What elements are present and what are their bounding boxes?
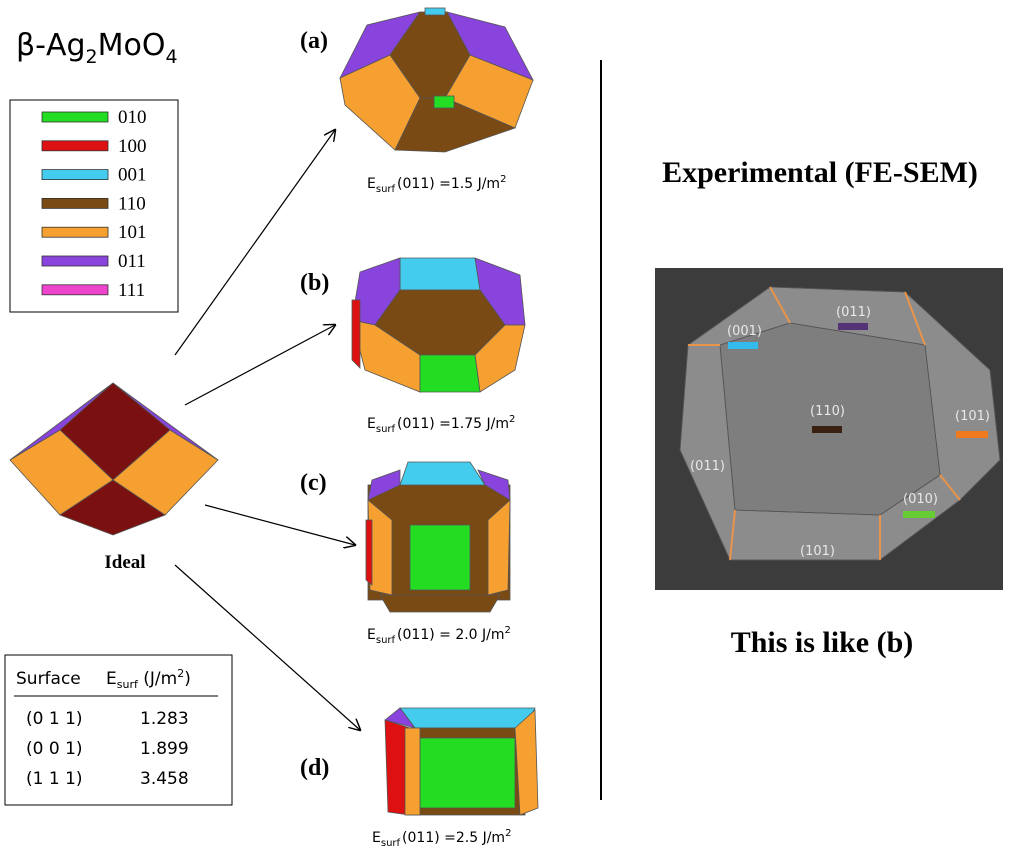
title: β-Ag2MoO4 — [16, 28, 178, 68]
sem-label: (101) — [955, 409, 990, 424]
legend: 010 100 001 110 101 011 111 — [41, 107, 147, 301]
legend-swatch — [41, 255, 109, 267]
caption-e: E — [367, 176, 376, 192]
shape-tag: (a) — [300, 28, 328, 54]
legend-swatch — [41, 197, 109, 209]
shape-tag: (d) — [300, 755, 329, 781]
shape-caption: Esurf (011) =1.5 J/m2 — [367, 174, 506, 195]
legend-label: 011 — [118, 251, 146, 272]
caption-sub: surf — [376, 635, 396, 646]
ideal-crystal — [9, 382, 219, 536]
table-cell-energy: 1.283 — [140, 709, 189, 729]
caption-e: E — [372, 830, 381, 846]
shape-caption: Esurf (011) = 2.0 J/m2 — [367, 625, 511, 646]
sem-image — [655, 268, 1003, 590]
table-header-surface: Surface — [16, 669, 81, 689]
caption-sup: 2 — [505, 625, 511, 636]
caption-sup: 2 — [500, 174, 506, 185]
shape-tag: (b) — [300, 270, 329, 296]
shape-caption: Esurf (011) =1.75 J/m2 — [367, 414, 515, 435]
table-cell-surface: (0 0 1) — [26, 739, 83, 759]
caption-sup: 2 — [505, 828, 511, 839]
ideal-label: Ideal — [104, 552, 145, 573]
crystal-b — [351, 257, 526, 393]
shape-tag: (c) — [300, 470, 327, 496]
legend-label: 100 — [118, 136, 147, 157]
table-cell-surface: (0 1 1) — [26, 709, 83, 729]
table-cell-energy: 1.899 — [140, 739, 189, 759]
caption-text: (011) =1.5 J/m — [397, 176, 500, 192]
sem-label: (011) — [690, 459, 725, 474]
caption-text: (011) =2.5 J/m — [402, 830, 505, 846]
arrows — [174, 130, 360, 730]
caption-text: (011) = 2.0 J/m — [397, 627, 504, 643]
shape-caption: Esurf (011) =2.5 J/m2 — [372, 828, 511, 849]
legend-label: 111 — [118, 280, 145, 301]
caption-e: E — [367, 416, 376, 432]
legend-label: 001 — [118, 165, 147, 186]
experimental-title: Experimental (FE-SEM) — [662, 156, 978, 189]
legend-swatch — [41, 284, 109, 296]
legend-swatch — [41, 140, 109, 152]
crystal-a — [339, 7, 534, 153]
experimental-note: This is like (b) — [731, 626, 914, 659]
caption-sub: surf — [376, 424, 396, 435]
caption-text: (011) =1.75 J/m — [397, 416, 509, 432]
sem-label: (011) — [836, 305, 871, 320]
crystal-d — [384, 707, 539, 816]
legend-label: 010 — [118, 107, 147, 128]
legend-swatch — [41, 169, 109, 181]
caption-e: E — [367, 627, 376, 643]
legend-swatch — [41, 226, 109, 238]
caption-sub: surf — [376, 184, 396, 195]
caption-sub: surf — [381, 838, 401, 849]
table-cell-energy: 3.458 — [140, 769, 189, 789]
table-header-energy: Esurf (J/m2) — [106, 667, 191, 691]
sem-label: (010) — [903, 492, 938, 507]
table-box — [4, 654, 233, 806]
sem-label: (101) — [800, 544, 835, 559]
legend-label: 101 — [118, 222, 147, 243]
sem-labels: (001) (011) (110) (101) (011) (010) (101) — [690, 305, 990, 559]
caption-sup: 2 — [509, 414, 515, 425]
table-rows: (0 1 1) 1.283 (0 0 1) 1.899 (1 1 1) 3.458 — [26, 709, 189, 789]
crystal-c — [365, 461, 511, 613]
sem-label: (001) — [727, 324, 762, 339]
legend-label: 110 — [118, 193, 146, 214]
legend-swatch — [41, 111, 109, 123]
table-cell-surface: (1 1 1) — [26, 769, 83, 789]
sem-label: (110) — [810, 404, 845, 419]
shape-labels: (a)Esurf (011) =1.5 J/m2(b)Esurf (011) =1.… — [300, 28, 515, 849]
